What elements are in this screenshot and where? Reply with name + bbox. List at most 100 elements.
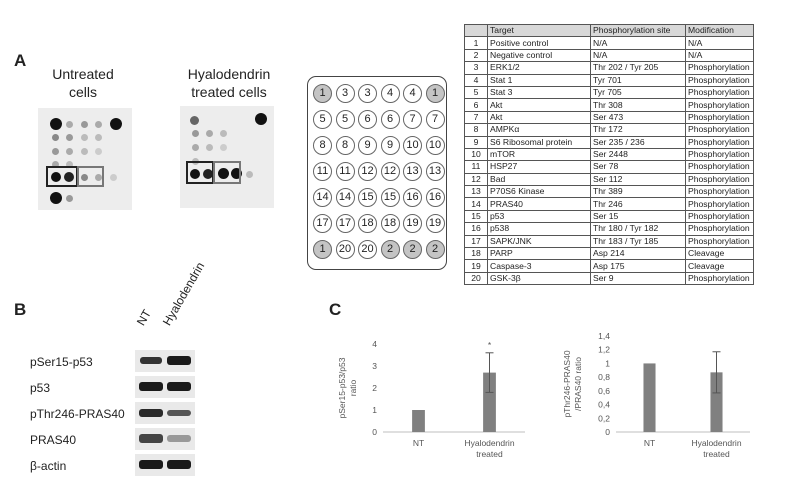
cell-modification: Phosphorylation [685, 135, 754, 149]
cell-index: 2 [464, 48, 488, 63]
table-header-row: Target Phosphorylation site Modification [464, 23, 754, 38]
y-axis-label: pThr246-PRAS40/PRAS40 ratio [562, 350, 583, 417]
panel-label-a: A [14, 51, 27, 70]
cell-target: P70S6 Kinase [487, 185, 591, 199]
cell-site: Thr 172 [590, 123, 686, 137]
table-row: 14 PRAS40 Thr 246 Phosphorylation [464, 197, 754, 211]
cell-target: Bad [487, 172, 591, 187]
blot-row-p53 [135, 376, 195, 398]
x-tick-label: Hyalodendrin treated [464, 438, 514, 459]
y-tick-label: 0,2 [598, 413, 610, 423]
wb-row-label: pThr246-PRAS40 [30, 407, 125, 421]
y-tick-label: 0 [605, 427, 610, 437]
cell-index: 14 [464, 197, 488, 211]
cell-modification: Phosphorylation [685, 222, 754, 236]
well-spot: 10 [403, 136, 422, 155]
cell-modification: Phosphorylation [685, 160, 754, 174]
table-row: 6 Akt Thr 308 Phosphorylation [464, 98, 754, 112]
table-row: 5 Stat 3 Tyr 705 Phosphorylation [464, 85, 754, 100]
cell-target: p538 [487, 222, 591, 236]
cell-target: Stat 3 [487, 85, 591, 100]
cell-modification: Phosphorylation [685, 197, 754, 211]
y-tick-label: 1,2 [598, 345, 610, 355]
cell-modification: Phosphorylation [685, 271, 754, 286]
cell-site: Asp 214 [590, 247, 686, 261]
cell-target: mTOR [487, 147, 591, 162]
cell-index: 10 [464, 147, 488, 162]
cell-target: Akt [487, 110, 591, 125]
table-row: 11 HSP27 Ser 78 Phosphorylation [464, 160, 754, 174]
well-spot: 5 [335, 110, 355, 129]
table-row: 18 PARP Asp 214 Cleavage [464, 247, 754, 261]
y-tick-label: 0,6 [598, 386, 610, 396]
well-spot: 9 [380, 136, 400, 155]
cell-target: SAPK/JNK [487, 234, 591, 249]
cell-modification: Phosphorylation [685, 85, 754, 100]
x-tick-label: NT [413, 438, 424, 448]
cell-site: Ser 2448 [590, 147, 686, 162]
well-spot: 17 [313, 214, 332, 233]
well-spot: 15 [358, 188, 377, 207]
cell-site: Thr 308 [590, 98, 686, 112]
blot-row-pras40 [135, 428, 195, 450]
well-spot: 7 [403, 110, 422, 129]
well-spot: 9 [358, 136, 377, 155]
cell-index: 19 [464, 259, 488, 273]
caption-untreated: Untreated cells [52, 66, 114, 100]
table-row: 20 GSK-3β Ser 9 Phosphorylation [464, 271, 754, 286]
cell-modification: Phosphorylation [685, 73, 754, 87]
cell-index: 12 [464, 172, 488, 187]
cell-index: 1 [464, 36, 488, 50]
cell-target: AMPKα [487, 123, 591, 137]
well-spot: 5 [313, 110, 332, 129]
well-spot: 3 [358, 84, 377, 103]
cell-index: 7 [464, 110, 488, 125]
table-row: 9 S6 Ribosomal protein Ser 235 / 236 Phosph… [464, 135, 754, 149]
cell-target: Stat 1 [487, 73, 591, 87]
highlight-box-pras40-treated [213, 161, 241, 184]
well-spot: 8 [335, 136, 355, 155]
table-row: 10 mTOR Ser 2448 Phosphorylation [464, 147, 754, 162]
cell-index: 18 [464, 247, 488, 261]
y-tick-label: 0,4 [598, 400, 610, 410]
table-row: 1 Positive control N/A N/A [464, 36, 754, 50]
well-spot: 11 [313, 162, 332, 181]
y-tick-label: 1,4 [598, 331, 610, 341]
y-tick-label: 0,8 [598, 372, 610, 382]
well-spot: 10 [425, 136, 445, 155]
well-spot: 19 [403, 214, 422, 233]
cell-site: Tyr 701 [590, 73, 686, 87]
header-site: Phosphorylation site [590, 23, 686, 38]
cell-index: 8 [464, 123, 488, 137]
cell-site: Tyr 705 [590, 85, 686, 100]
cell-target: p53 [487, 209, 591, 224]
cell-target: HSP27 [487, 160, 591, 174]
bar-chart-pthr246-pras40: 0 0,2 0,4 0,6 0,8 1 1,2 1,4 NT Hyalodendrin treate… [562, 331, 750, 459]
bar [643, 363, 656, 432]
well-spot: 12 [358, 162, 377, 181]
cell-target: Akt [487, 98, 591, 112]
well-spot: 18 [358, 214, 377, 233]
well-spot: 14 [335, 188, 355, 207]
wb-row-label: PRAS40 [30, 433, 77, 447]
x-tick-label: NT [644, 438, 655, 448]
table-row: 15 p53 Ser 15 Phosphorylation [464, 209, 754, 224]
cell-index: 16 [464, 222, 488, 236]
highlight-box-p53-treated [186, 161, 214, 184]
cell-modification: Phosphorylation [685, 209, 754, 224]
highlight-box-p53 [46, 166, 78, 187]
bar [412, 410, 425, 432]
table-row: 19 Caspase-3 Asp 175 Cleavage [464, 259, 754, 273]
cell-target: Caspase-3 [487, 259, 591, 273]
cell-site: Ser 112 [590, 172, 686, 187]
bar [710, 372, 723, 432]
y-tick-label: 2 [372, 383, 377, 393]
cell-index: 11 [464, 160, 488, 174]
well-spot: 13 [425, 162, 445, 181]
well-spot: 20 [335, 240, 355, 259]
cell-site: Ser 473 [590, 110, 686, 125]
well-spot: 1 [425, 84, 445, 103]
cell-index: 9 [464, 135, 488, 149]
cell-modification: N/A [685, 36, 754, 50]
highlight-box-pras40 [77, 166, 104, 187]
